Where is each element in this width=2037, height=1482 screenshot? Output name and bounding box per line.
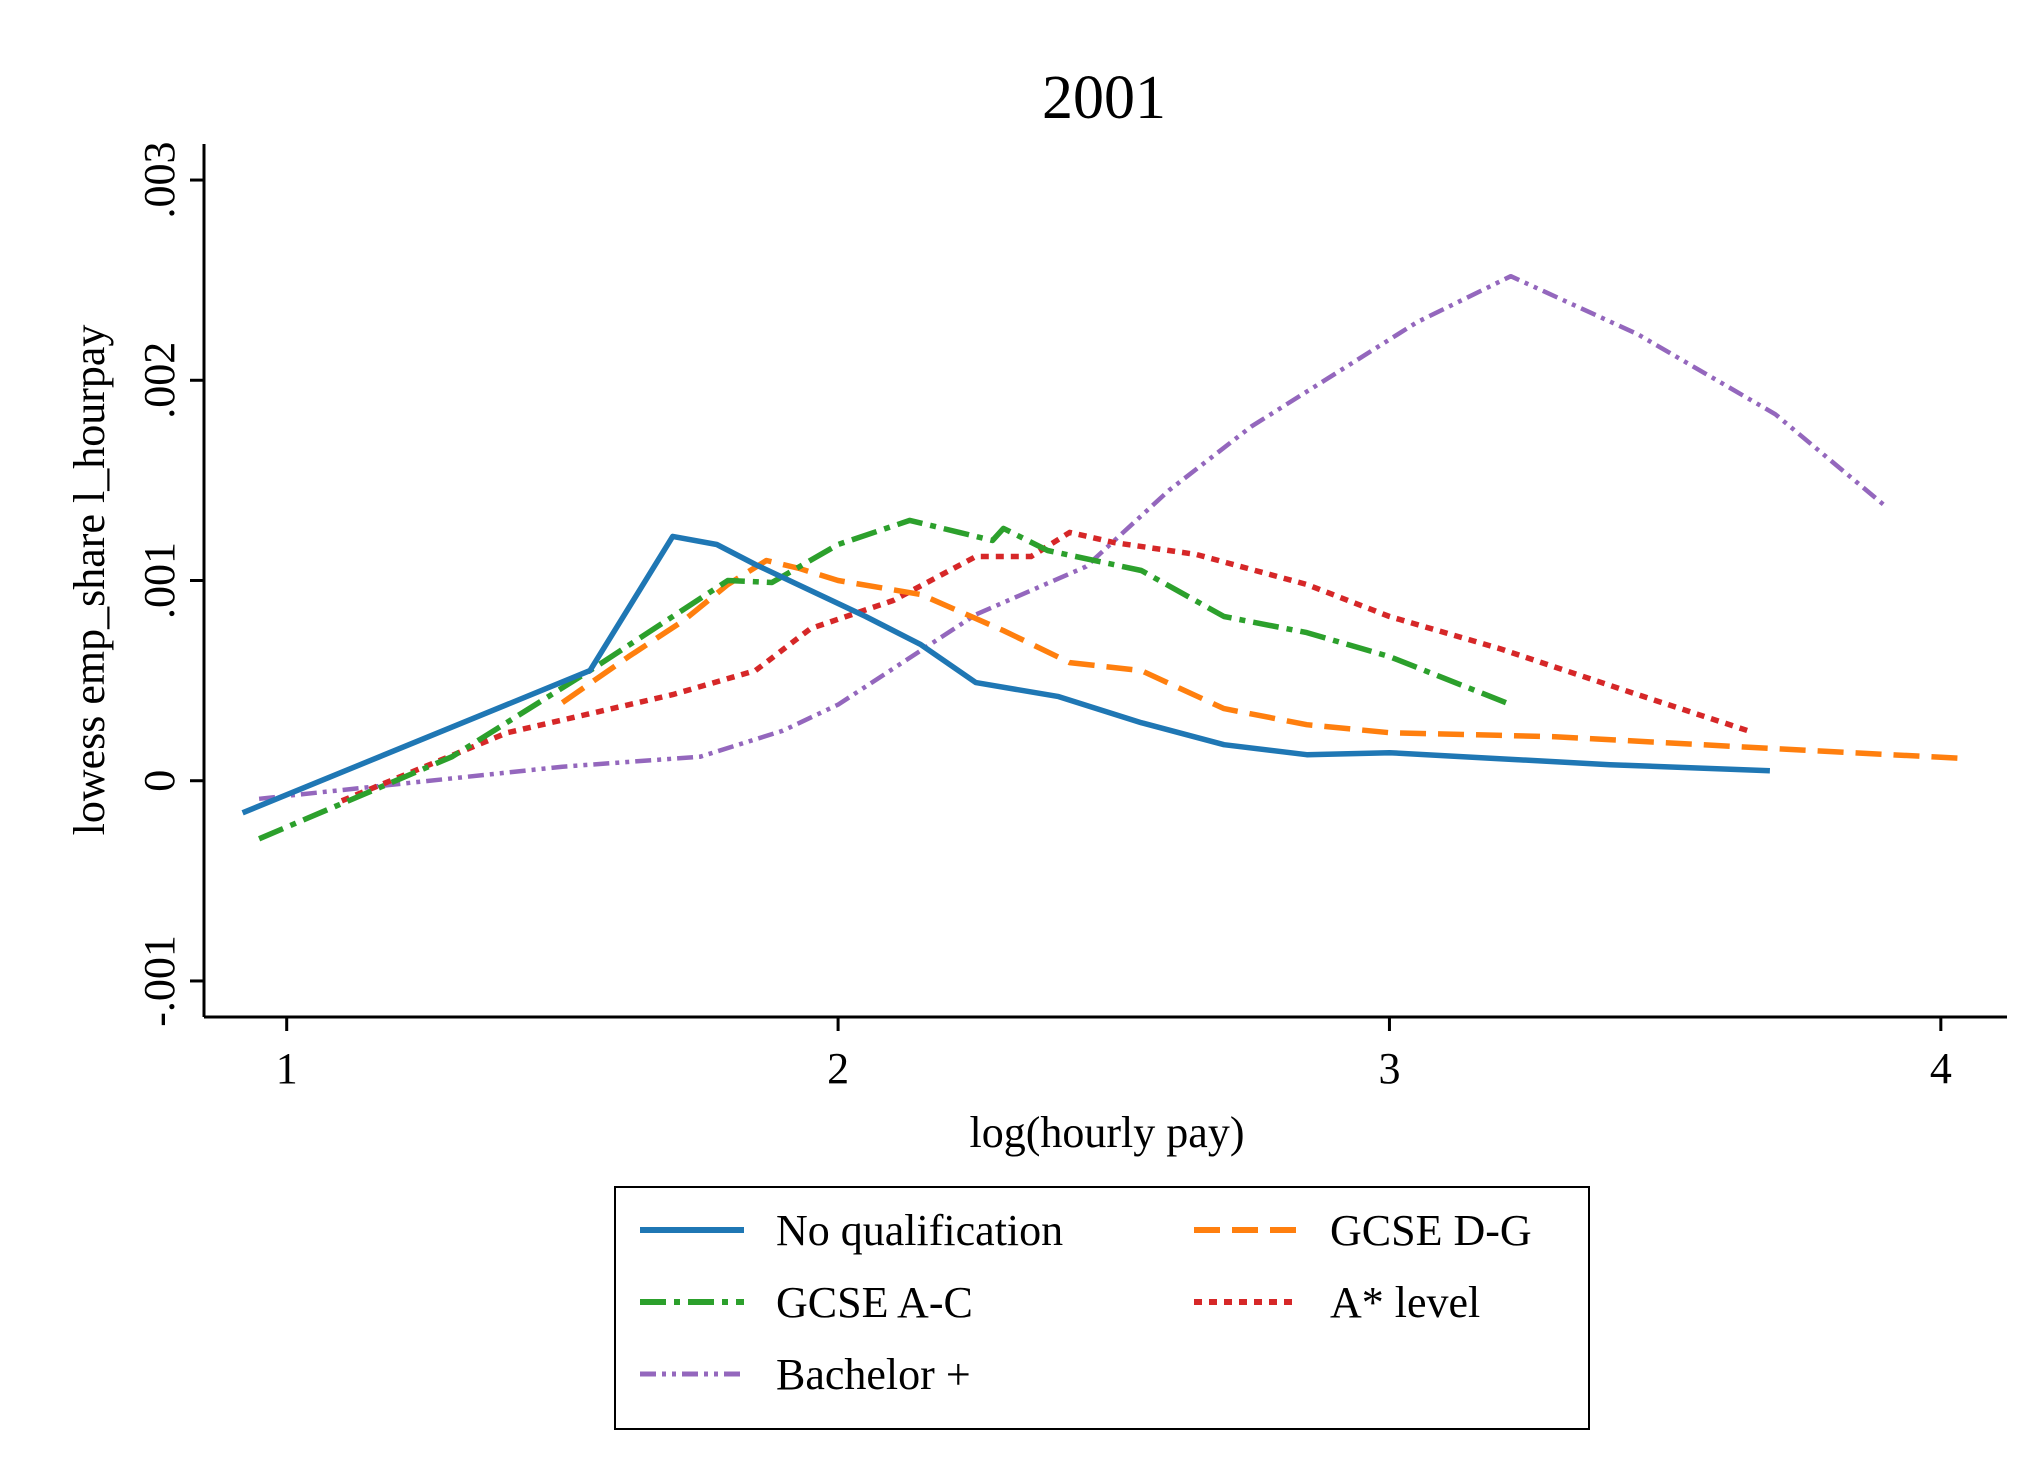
series-line-bachelor: [258, 273, 1888, 802]
series-line-gcse-a-c: [258, 517, 1512, 842]
x-tick-label: 1: [276, 1044, 298, 1093]
legend: No qualification GCSE D-G GCSE A-C A* le…: [614, 1186, 1590, 1430]
legend-item-gcse-a-c: GCSE A-C: [638, 1272, 973, 1332]
series-line-no-qualification: [241, 533, 1771, 816]
x-axis-label: log(hourly pay): [970, 1108, 1245, 1157]
y-tick-label: .002: [135, 342, 184, 419]
y-tick-label: 0: [135, 770, 184, 792]
legend-item-a-level: A* level: [1192, 1272, 1480, 1332]
chart-title: 2001: [1042, 64, 1166, 132]
x-axis-ticks: 1 2 3 4: [276, 1017, 1952, 1093]
legend-item-no-qualification: No qualification: [638, 1200, 1063, 1260]
series-layer: [241, 273, 1969, 842]
legend-swatch-no-qualification: [640, 1227, 744, 1233]
legend-label-gcse-a-c: GCSE A-C: [776, 1277, 973, 1327]
legend-swatch-bachelor: [640, 1371, 744, 1377]
legend-label-a-level: A* level: [1330, 1277, 1481, 1327]
legend-swatch-gcse-d-g: [1194, 1227, 1298, 1233]
series-line-a-level: [340, 529, 1749, 804]
y-tick-label: .001: [135, 542, 184, 619]
x-tick-label: 4: [1930, 1044, 1952, 1093]
legend-swatch-a-level: [1194, 1299, 1298, 1305]
y-axis-label: lowess emp_share l_hourpay: [65, 325, 114, 836]
legend-label-bachelor: Bachelor +: [776, 1349, 971, 1399]
legend-swatch-gcse-a-c: [640, 1299, 744, 1305]
legend-item-bachelor: Bachelor +: [638, 1344, 971, 1404]
y-tick-label: .003: [135, 142, 184, 219]
x-tick-label: 2: [827, 1044, 849, 1093]
x-tick-label: 3: [1378, 1044, 1400, 1093]
y-tick-label: -.001: [135, 935, 184, 1027]
series-line-gcse-d-g: [560, 557, 1969, 762]
legend-label-gcse-d-g: GCSE D-G: [1330, 1205, 1532, 1255]
y-axis-ticks: -.001 0 .001 .002 .003: [135, 142, 204, 1027]
legend-label-no-qualification: No qualification: [776, 1205, 1064, 1255]
legend-item-gcse-d-g: GCSE D-G: [1192, 1200, 1532, 1260]
